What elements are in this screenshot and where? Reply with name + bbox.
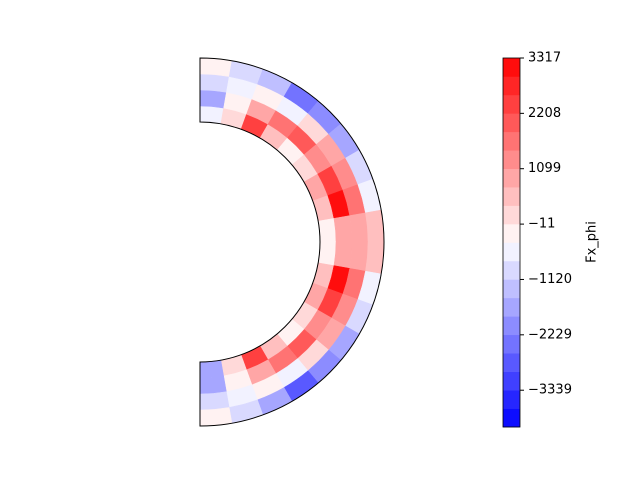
field-cell [199,73,230,93]
field-cell [199,57,233,77]
colorbar-band [503,205,520,225]
field-cell [199,375,227,395]
colorbar-band [503,242,520,262]
colorbar-band [503,353,520,372]
colorbar-tick-label: 2208 [528,106,561,121]
colorbar-band [503,113,520,133]
colorbar-tick-label: −2229 [528,327,572,342]
colorbar-band [503,279,520,299]
field-cell [199,359,224,379]
colorbar-band [503,58,520,77]
field-cell [333,215,353,243]
field [199,57,385,427]
field-cell [365,241,385,275]
field-cell [365,209,385,243]
field-cell [199,391,230,411]
colorbar-band [503,94,520,114]
field-cell [349,241,369,272]
field-cell [199,407,233,427]
colorbar-band [503,76,520,96]
colorbar-band [503,371,520,391]
field-cell [333,241,353,269]
colorbar-band [503,408,520,428]
field-cell [199,89,227,109]
field-cell [199,105,224,125]
colorbar-tick-label: −11 [528,217,555,232]
colorbar-band [503,131,520,151]
colorbar-label: Fx_phi [585,221,600,263]
colorbar-band [503,390,520,409]
colorbar-tick-label: −3339 [528,383,572,398]
colorbar: −3339 −2229 −1120 −11 1099 2208 3317 [502,51,572,428]
colorbar-band [503,168,520,188]
field-cell [317,218,337,243]
colorbar-band [503,224,520,243]
field-cell [349,212,369,243]
colorbar-tick-label: 3317 [528,51,561,66]
domain-outline [199,57,385,427]
colorbar-band [503,316,520,336]
field-cell [317,241,337,266]
colorbar-band [503,297,520,317]
colorbar-band [503,187,520,206]
colorbar-band [503,150,520,169]
colorbar-band [503,260,520,280]
colorbar-frame [502,57,521,428]
colorbar-tick-label: 1099 [528,161,561,176]
colorbar-band [503,334,520,354]
colorbar-tick-label: −1120 [528,272,572,287]
